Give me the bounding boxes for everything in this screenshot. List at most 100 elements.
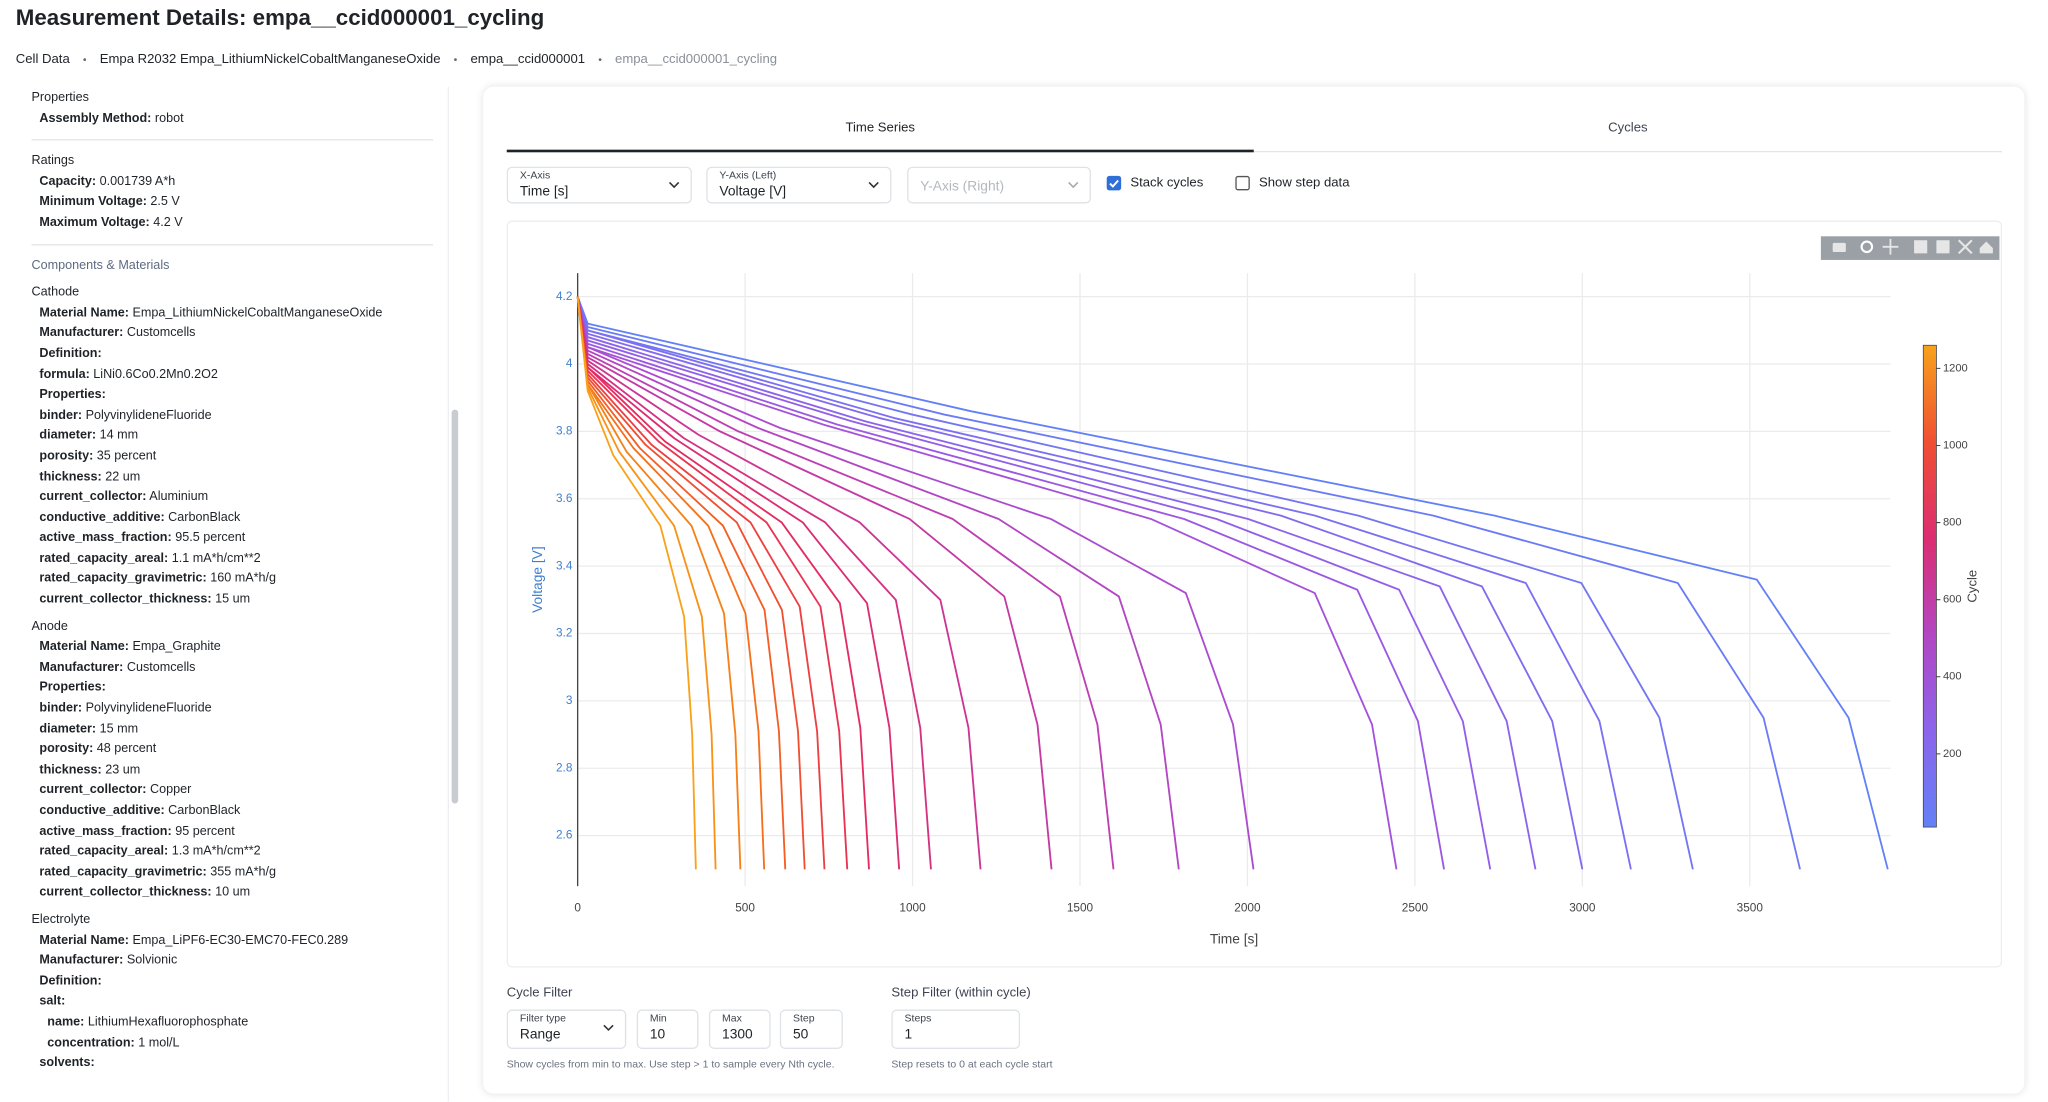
- property-row: active_mass_fraction: 95 percent: [32, 821, 434, 841]
- series-line: [576, 296, 1492, 870]
- modebar-zoom-in[interactable]: [1914, 240, 1928, 254]
- field-label: Steps: [904, 1012, 932, 1024]
- property-row: rated_capacity_areal: 1.1 mA*h/cm**2: [32, 549, 434, 569]
- card: [483, 86, 2025, 1094]
- modebar-pan[interactable]: [1882, 238, 1899, 255]
- field-label: Step: [792, 1012, 815, 1024]
- property-label: binder:: [39, 407, 83, 423]
- property-row: porosity: 35 percent: [32, 446, 434, 466]
- property-label: formula:: [39, 366, 90, 382]
- property-value: 95.5 percent: [175, 530, 246, 546]
- property-row: Material Name: Empa_LithiumNickelCobaltM…: [32, 303, 434, 323]
- property-label: porosity:: [39, 742, 94, 757]
- colorbar-tick-label: 1000: [1943, 439, 1968, 451]
- select[interactable]: Y-Axis (Right): [907, 166, 1091, 204]
- modebar-camera[interactable]: [1832, 242, 1846, 253]
- x-tick-label: 1500: [1067, 901, 1094, 915]
- property-row: Maximum Voltage: 4.2 V: [32, 213, 434, 233]
- property-label: Maximum Voltage:: [39, 215, 150, 230]
- y-tick-label: 3.2: [556, 626, 572, 640]
- x-tick-label: 2000: [1234, 901, 1261, 915]
- property-row: rated_capacity_areal: 1.3 mA*h/cm**2: [32, 842, 434, 862]
- chevron: [1068, 181, 1079, 189]
- colorbar-tick-label: 600: [1943, 594, 1962, 606]
- property-row: thickness: 22 um: [32, 467, 434, 487]
- property-label: salt:: [39, 994, 66, 1009]
- tab[interactable]: Cycles: [1608, 120, 1648, 136]
- property-row: Manufacturer: Customcells: [32, 658, 434, 678]
- chevron: [668, 181, 680, 189]
- property-row: diameter: 14 mm: [32, 426, 434, 446]
- help-text: Step resets to 0 at each cycle start: [891, 1058, 1053, 1070]
- property-label: Material Name:: [39, 639, 129, 655]
- y-tick-label: 4.2: [556, 289, 572, 303]
- property-row: salt:: [32, 992, 434, 1012]
- field-label: Y-Axis (Left): [719, 169, 777, 182]
- select[interactable]: Y-Axis (Left) Voltage [V]: [706, 166, 892, 204]
- property-value: LithiumHexafluorophosphate: [87, 1014, 249, 1030]
- divider: [31, 243, 434, 245]
- field-label: Max: [722, 1012, 742, 1024]
- property-row: thickness: 23 um: [32, 760, 434, 780]
- material-title: Cathode: [31, 285, 80, 300]
- property-label: thickness:: [39, 762, 102, 777]
- input[interactable]: Steps 1: [891, 1009, 1021, 1049]
- input[interactable]: Max 1300: [708, 1009, 771, 1049]
- material-title: Anode: [31, 619, 68, 634]
- modebar-zoom[interactable]: [1860, 240, 1874, 254]
- series-line: [576, 296, 1180, 870]
- property-value: 160 mA*h/g: [210, 571, 277, 587]
- select[interactable]: X-Axis Time [s]: [506, 166, 692, 204]
- y-tick-label: 3.8: [556, 424, 573, 438]
- property-value: 95 percent: [175, 823, 235, 839]
- property-row: concentration: 1 mol/L: [32, 1033, 434, 1053]
- property-row: current_collector_thickness: 10 um: [32, 883, 434, 903]
- section-title: Ratings: [31, 153, 75, 169]
- select[interactable]: Filter type Range: [506, 1009, 627, 1049]
- checkbox[interactable]: [1235, 175, 1250, 191]
- checkbox-label: Show step data: [1258, 175, 1350, 191]
- property-value: 23 um: [105, 762, 141, 777]
- property-label: Minimum Voltage:: [39, 194, 147, 210]
- breadcrumb[interactable]: Cell Data: [15, 52, 70, 67]
- property-row: Manufacturer: Customcells: [32, 323, 434, 343]
- scrollbar-thumb[interactable]: [451, 409, 459, 804]
- property-row: current_collector_thickness: 15 um: [32, 590, 434, 610]
- property-label: conductive_additive:: [39, 803, 165, 818]
- property-label: rated_capacity_gravimetric:: [39, 571, 207, 587]
- property-row: rated_capacity_gravimetric: 160 mA*h/g: [32, 569, 434, 589]
- property-row: Material Name: Empa_LiPF6-EC30-EMC70-FEC…: [32, 930, 434, 950]
- checkbox[interactable]: [1106, 175, 1122, 191]
- property-label: concentration:: [47, 1035, 135, 1050]
- property-label: Properties:: [39, 387, 106, 402]
- property-value: 22 um: [105, 469, 141, 484]
- x-tick-label: 1000: [899, 901, 926, 915]
- field-label: Filter type: [519, 1012, 566, 1024]
- field-placeholder: Y-Axis (Right): [920, 178, 1005, 195]
- series-line: [576, 296, 1801, 870]
- property-label: thickness:: [39, 469, 102, 484]
- input[interactable]: Min 10: [636, 1009, 699, 1049]
- breadcrumb[interactable]: empa__ccid000001: [470, 52, 586, 67]
- property-value: 48 percent: [96, 742, 157, 757]
- check-mark: [1109, 179, 1119, 188]
- x-tick-label: 0: [574, 901, 581, 915]
- property-row: Material Name: Empa_Graphite: [32, 637, 434, 657]
- field-value: Time [s]: [519, 183, 569, 200]
- tab-divider: [506, 150, 2003, 153]
- field-value: Range: [519, 1026, 561, 1043]
- field-label: Min: [649, 1012, 667, 1024]
- modebar-reset[interactable]: [1979, 241, 1993, 254]
- property-value: robot: [154, 111, 184, 126]
- input[interactable]: Step 50: [779, 1009, 843, 1049]
- modebar-zoom-out[interactable]: [1936, 240, 1950, 254]
- x-tick-label: 3500: [1737, 901, 1764, 915]
- breadcrumb[interactable]: Empa R2032 Empa_LithiumNickelCobaltManga…: [99, 52, 441, 67]
- property-label: Manufacturer:: [39, 953, 124, 968]
- property-label: current_collector:: [39, 782, 147, 798]
- x-axis-title: Time [s]: [1210, 932, 1258, 947]
- property-value: 355 mA*h/g: [210, 864, 277, 880]
- modebar-autoscale[interactable]: [1957, 239, 1973, 255]
- series-line: [576, 296, 1889, 870]
- tab[interactable]: Time Series: [845, 120, 916, 136]
